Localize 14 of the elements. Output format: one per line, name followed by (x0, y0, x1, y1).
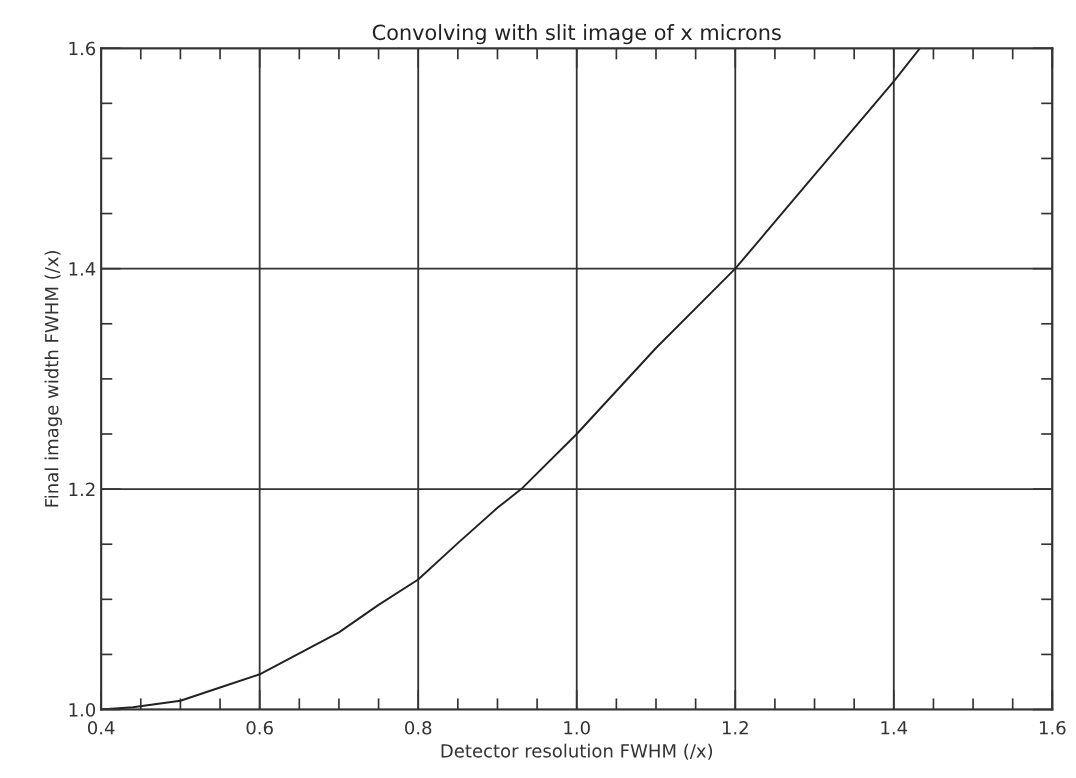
y-tick-label: 1.0 (69, 703, 96, 717)
x-tick-label: 0.6 (246, 720, 273, 735)
x-axis-title: Detector resolution FWHM (/x) (441, 743, 713, 760)
x-tick-label: 1.0 (564, 720, 590, 735)
x-tick-label: 1.2 (722, 720, 748, 735)
y-tick-label: 1.4 (69, 262, 96, 276)
y-tick-label: 1.6 (69, 41, 96, 56)
x-tick-label: 0.8 (405, 720, 432, 735)
y-axis-title: Final image width FWHM (/x) (44, 251, 63, 507)
x-tick-label: 1.6 (1039, 720, 1066, 735)
y-tick-label: 1.2 (69, 482, 95, 496)
x-tick-label: 1.4 (881, 721, 908, 735)
chart-title: Convolving with slit image of x microns (372, 24, 781, 45)
x-tick-label: 0.4 (87, 720, 115, 735)
